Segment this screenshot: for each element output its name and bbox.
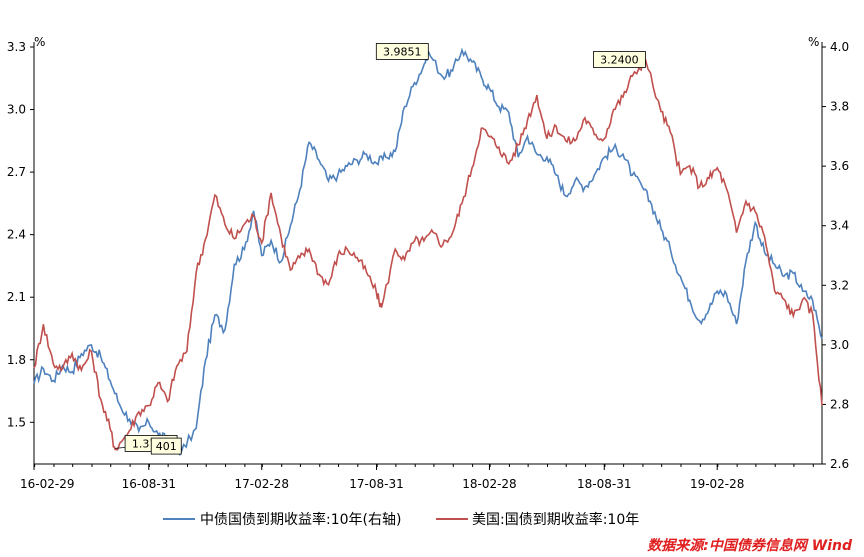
annotation-label: 3.2400 (600, 54, 639, 67)
x-tick-label: 16-08-31 (122, 477, 176, 491)
annotation-label: 401 (156, 440, 177, 453)
left-tick-label: 1.8 (7, 353, 26, 367)
left-tick-label: 3.0 (7, 103, 26, 117)
right-tick-label: 2.6 (830, 457, 849, 471)
left-tick-label: 2.7 (7, 165, 26, 179)
x-tick-label: 19-02-28 (690, 477, 744, 491)
x-tick-label: 18-08-31 (577, 477, 631, 491)
plot-area (33, 47, 823, 456)
left-tick-label: 3.3 (7, 40, 26, 54)
right-tick-label: 3.2 (830, 278, 849, 292)
series-line-cn (33, 47, 823, 456)
right-tick-label: 3.8 (830, 100, 849, 114)
right-tick-label: 2.8 (830, 397, 849, 411)
annotation-box (375, 43, 429, 60)
source-note: 数据来源:中国债券信息网 Wind (647, 537, 853, 554)
right-tick-label: 3.0 (830, 338, 849, 352)
right-tick-label: 4.0 (830, 40, 849, 54)
left-axis-unit: % (34, 35, 45, 49)
x-tick-label: 16-02-29 (20, 477, 74, 491)
left-axis: 1.5 1.8 2.1 2.4 2.7 3.0 3.3 (7, 40, 35, 464)
series-line-us (33, 58, 823, 451)
left-tick-label: 2.1 (7, 290, 26, 304)
right-tick-label: 3.4 (830, 219, 849, 233)
x-tick-label: 17-08-31 (349, 477, 403, 491)
x-tick-label: 17-02-28 (234, 477, 288, 491)
left-tick-label: 2.4 (7, 228, 26, 242)
right-axis: 2.6 2.8 3.0 3.2 3.4 3.6 3.8 4.0 (821, 40, 849, 471)
annotation-box (150, 437, 182, 455)
left-tick-label: 1.5 (7, 415, 26, 429)
annotation-box (593, 51, 646, 68)
legend-label-cn: 中债国债到期收益率:10年(右轴) (200, 511, 401, 528)
x-axis: 16-02-29 16-08-31 17-02-28 17-08-31 18-02-28… (20, 463, 822, 491)
legend: 中债国债到期收益率:10年(右轴) 美国:国债到期收益率:10年 (163, 511, 639, 528)
right-tick-label: 3.6 (830, 159, 849, 173)
annotation-label: 3.9851 (383, 45, 422, 58)
x-tick-label: 18-02-28 (462, 477, 516, 491)
right-axis-unit: % (808, 35, 819, 49)
legend-label-us: 美国:国债到期收益率:10年 (472, 511, 639, 528)
